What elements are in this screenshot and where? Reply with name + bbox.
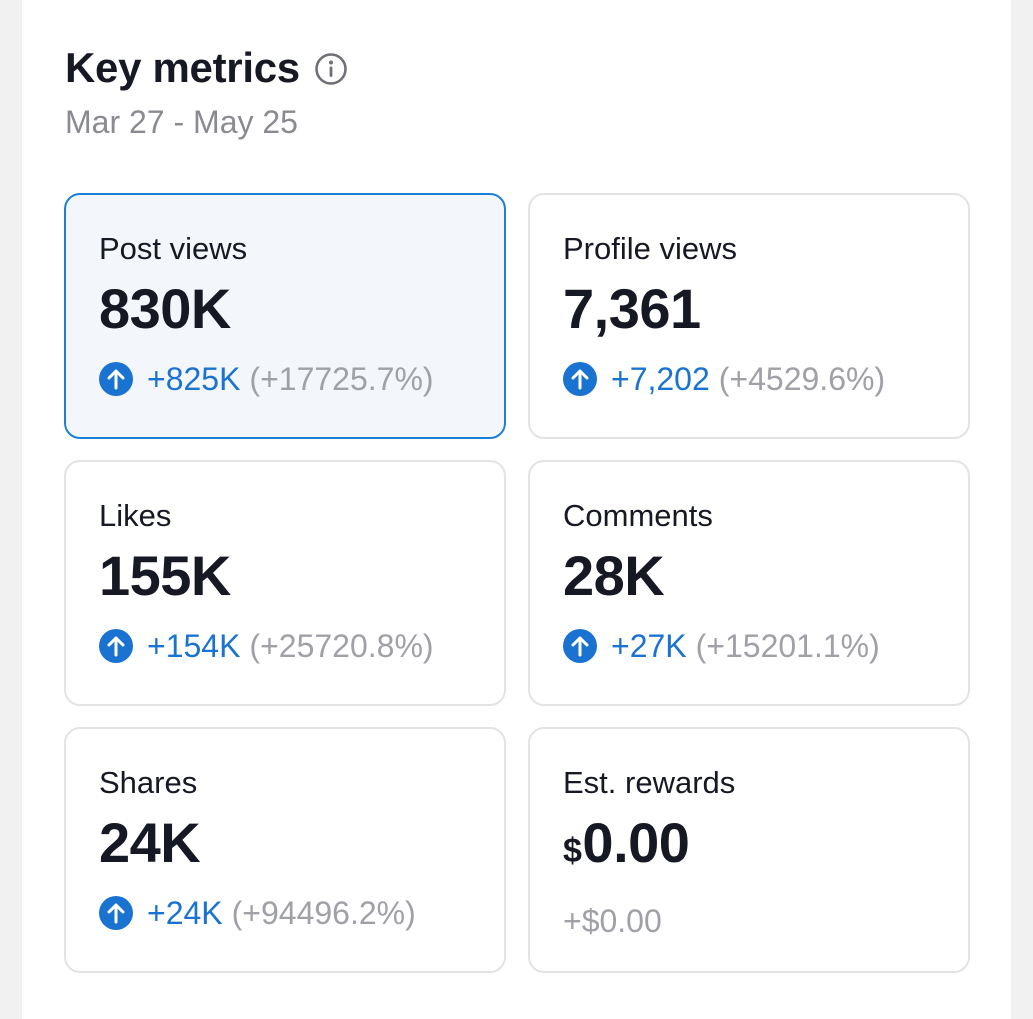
title-row: Key metrics <box>65 44 348 92</box>
info-icon[interactable] <box>314 52 348 86</box>
metric-change: +825K (+17725.7%) <box>99 359 504 399</box>
arrow-up-circle-icon <box>99 896 133 930</box>
metric-delta: +825K <box>147 361 241 397</box>
metric-delta: +27K <box>611 628 687 664</box>
metric-label: Est. rewards <box>563 765 736 800</box>
metric-change: +27K (+15201.1%) <box>563 626 968 666</box>
metric-label: Profile views <box>563 231 737 266</box>
metric-percent: (+15201.1%) <box>695 628 880 664</box>
metric-card-profile-views[interactable]: Profile views 7,361 +7,202 (+4529.6%) <box>528 193 970 439</box>
currency-symbol: $ <box>563 832 582 870</box>
metric-value: 7,361 <box>563 277 701 340</box>
metric-delta: +$0.00 <box>563 903 662 939</box>
metric-value: 830K <box>99 277 231 340</box>
metric-label: Post views <box>99 231 248 266</box>
metric-card-comments[interactable]: Comments 28K +27K (+15201.1%) <box>528 460 970 706</box>
metric-label: Shares <box>99 765 198 800</box>
metric-label: Likes <box>99 498 172 533</box>
key-metrics-panel: Key metrics Mar 27 - May 25 Post views 8… <box>22 0 1011 1019</box>
metric-change: +24K (+94496.2%) <box>99 893 504 933</box>
key-metrics-header: Key metrics Mar 27 - May 25 <box>65 44 348 141</box>
metric-delta: +7,202 <box>611 361 710 397</box>
metric-percent: (+94496.2%) <box>231 895 416 931</box>
metric-value: $0.00 <box>563 811 968 883</box>
metric-delta: +154K <box>147 628 241 664</box>
metrics-grid: Post views 830K +825K (+17725.7%) Profil… <box>64 193 970 973</box>
arrow-up-circle-icon <box>99 362 133 396</box>
metric-percent: (+4529.6%) <box>718 361 886 397</box>
arrow-up-circle-icon <box>563 629 597 663</box>
arrow-up-circle-icon <box>563 362 597 396</box>
metric-card-post-views[interactable]: Post views 830K +825K (+17725.7%) <box>64 193 506 439</box>
metric-card-shares[interactable]: Shares 24K +24K (+94496.2%) <box>64 727 506 973</box>
metric-value-amount: 0.00 <box>582 811 690 874</box>
metric-change: +7,202 (+4529.6%) <box>563 359 968 399</box>
section-title: Key metrics <box>65 44 300 91</box>
metric-percent: (+25720.8%) <box>249 628 434 664</box>
date-range: Mar 27 - May 25 <box>65 104 298 140</box>
metric-delta: +24K <box>147 895 223 931</box>
metric-label: Comments <box>563 498 713 533</box>
metric-change: +154K (+25720.8%) <box>99 626 504 666</box>
metric-card-likes[interactable]: Likes 155K +154K (+25720.8%) <box>64 460 506 706</box>
metric-percent: (+17725.7%) <box>249 361 434 397</box>
metric-value: 24K <box>99 811 201 874</box>
metric-value: 28K <box>563 544 665 607</box>
metric-card-est-rewards[interactable]: Est. rewards $0.00 +$0.00 <box>528 727 970 973</box>
metric-change: +$0.00 <box>563 901 968 941</box>
arrow-up-circle-icon <box>99 629 133 663</box>
metric-value: 155K <box>99 544 231 607</box>
